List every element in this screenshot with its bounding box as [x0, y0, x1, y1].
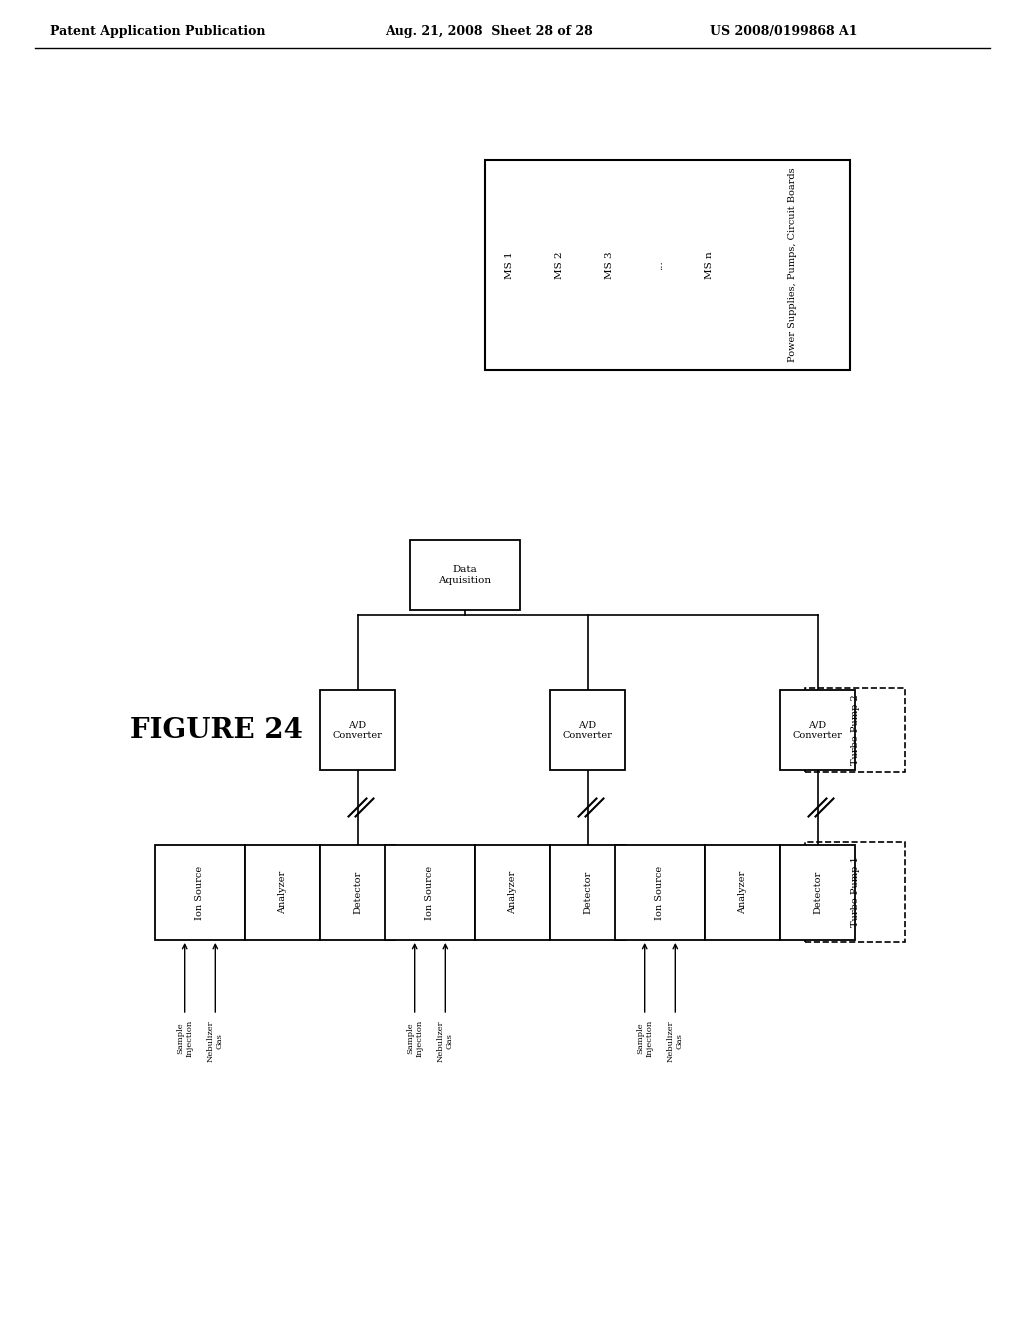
Text: Sample
Injection: Sample Injection	[636, 1020, 653, 1057]
Bar	[780, 690, 855, 770]
Bar	[550, 845, 625, 940]
Text: Analyzer: Analyzer	[508, 871, 517, 915]
Bar	[385, 845, 475, 940]
Bar	[805, 842, 905, 942]
Text: ...: ...	[655, 260, 665, 269]
Text: MS 3: MS 3	[605, 251, 614, 279]
Text: Turbo Pump 2: Turbo Pump 2	[851, 694, 859, 766]
Text: Detector: Detector	[353, 871, 362, 915]
Text: Nebulizer
Gas: Nebulizer Gas	[667, 1020, 684, 1061]
Text: Ion Source: Ion Source	[196, 866, 205, 920]
Bar	[319, 845, 395, 940]
Text: US 2008/0199868 A1: US 2008/0199868 A1	[710, 25, 857, 38]
Bar	[550, 690, 625, 770]
Text: Turbo Pump 1: Turbo Pump 1	[851, 857, 859, 928]
Bar	[705, 845, 780, 940]
Text: MS 1: MS 1	[506, 251, 514, 279]
Text: Detector: Detector	[813, 871, 822, 915]
Text: Analyzer: Analyzer	[278, 871, 287, 915]
Text: Aug. 21, 2008  Sheet 28 of 28: Aug. 21, 2008 Sheet 28 of 28	[385, 25, 593, 38]
Text: Nebulizer
Gas: Nebulizer Gas	[436, 1020, 454, 1061]
Text: Analyzer: Analyzer	[738, 871, 746, 915]
Bar	[410, 540, 520, 610]
Bar	[475, 845, 550, 940]
Text: Power Supplies, Pumps, Circuit Boards: Power Supplies, Pumps, Circuit Boards	[788, 168, 797, 362]
Bar	[805, 688, 905, 772]
Text: A/D
Converter: A/D Converter	[562, 721, 612, 739]
Text: A/D
Converter: A/D Converter	[333, 721, 382, 739]
Bar	[780, 845, 855, 940]
Text: Patent Application Publication: Patent Application Publication	[50, 25, 265, 38]
Text: Detector: Detector	[583, 871, 592, 915]
Bar	[245, 845, 319, 940]
Text: Ion Source: Ion Source	[655, 866, 665, 920]
Text: Ion Source: Ion Source	[426, 866, 434, 920]
Text: MS n: MS n	[706, 251, 715, 279]
Bar	[485, 160, 850, 370]
Bar	[155, 845, 245, 940]
Text: Sample
Injection: Sample Injection	[176, 1020, 194, 1057]
Text: A/D
Converter: A/D Converter	[793, 721, 843, 739]
Text: Nebulizer
Gas: Nebulizer Gas	[207, 1020, 224, 1061]
Text: FIGURE 24: FIGURE 24	[130, 717, 303, 743]
Text: Sample
Injection: Sample Injection	[407, 1020, 423, 1057]
Bar	[615, 845, 705, 940]
Text: MS 2: MS 2	[555, 251, 564, 279]
Bar	[319, 690, 395, 770]
Text: Data
Aquisition: Data Aquisition	[438, 565, 492, 585]
